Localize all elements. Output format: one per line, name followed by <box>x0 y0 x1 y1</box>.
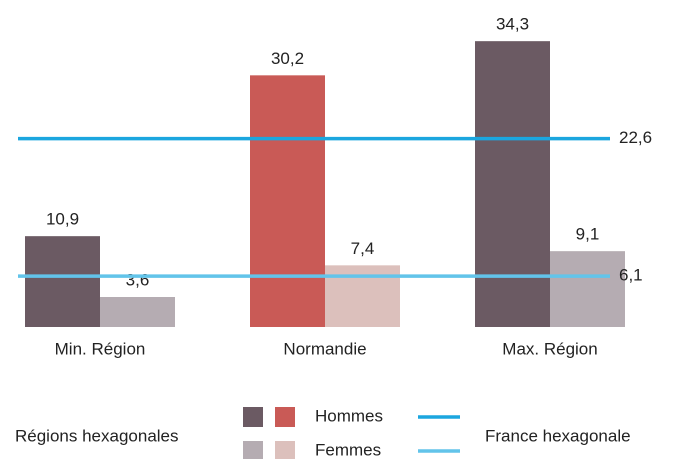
x-tick-label: Normandie <box>283 339 366 358</box>
value-label: 3,6 <box>126 270 150 289</box>
legend-label: Femmes <box>315 440 381 459</box>
legend-label: Hommes <box>315 406 383 425</box>
x-tick-label: Min. Région <box>55 339 146 358</box>
value-label: 10,9 <box>46 210 79 229</box>
legend-swatch <box>275 441 295 459</box>
x-tick-label: Max. Région <box>502 339 597 358</box>
legend-swatch <box>243 441 263 459</box>
legend-group-label: Régions hexagonales <box>15 426 179 445</box>
bar <box>25 236 100 327</box>
legend-group-label: France hexagonale <box>485 426 631 445</box>
reference-label: 6,1 <box>619 266 643 285</box>
bar <box>250 75 325 327</box>
bar <box>100 297 175 327</box>
bar <box>550 251 625 327</box>
value-label: 34,3 <box>496 15 529 34</box>
legend-swatch <box>243 407 263 427</box>
value-label: 9,1 <box>576 225 600 244</box>
bar <box>475 41 550 328</box>
value-label: 7,4 <box>351 239 375 258</box>
legend-swatch <box>275 407 295 427</box>
reference-label: 22,6 <box>619 128 652 147</box>
value-label: 30,2 <box>271 49 304 68</box>
